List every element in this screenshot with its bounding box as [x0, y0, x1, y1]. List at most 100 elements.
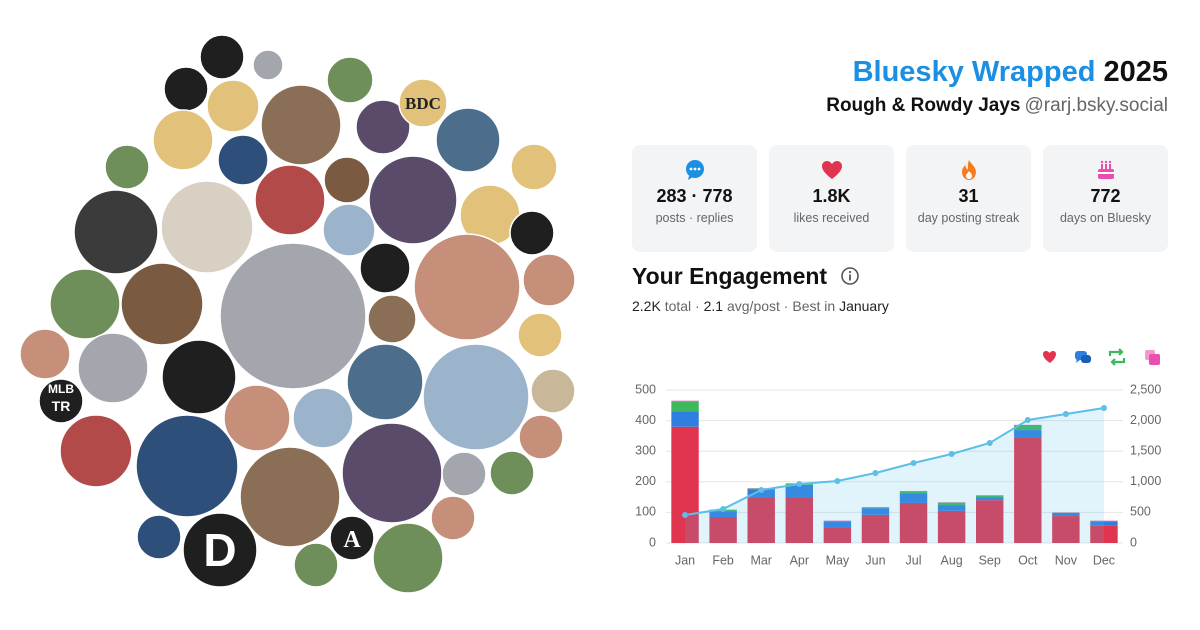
avatar-collage: BDC MLB TR D A [19, 34, 576, 594]
y-tick-label: 0 [649, 535, 656, 549]
bar-segment [747, 497, 775, 543]
summary-label: Best in [792, 298, 836, 314]
avatar[interactable] [517, 312, 563, 358]
summary-avg: 2.1 [703, 298, 724, 314]
avatar[interactable] [489, 450, 535, 496]
avatar[interactable] [341, 422, 443, 524]
bar-segment [975, 497, 1004, 501]
avatar[interactable] [359, 242, 411, 294]
line-point [1062, 410, 1069, 417]
avatar[interactable] [217, 134, 269, 186]
bar-segment [861, 508, 890, 515]
avatar[interactable] [292, 387, 354, 449]
x-tick-label: May [826, 553, 850, 567]
avatar[interactable] [223, 384, 291, 452]
bar-segment [975, 495, 1004, 498]
stat-label: day posting streak [917, 211, 1020, 225]
y-tick-label: 300 [635, 443, 656, 457]
avatar[interactable] [199, 34, 245, 80]
avatar[interactable] [182, 512, 258, 588]
cake-icon [1097, 160, 1114, 179]
info-icon[interactable] [840, 266, 860, 286]
legend-icons [1043, 348, 1160, 366]
avatar[interactable] [219, 242, 367, 390]
line-point [910, 460, 917, 467]
bar-segment [1014, 425, 1042, 431]
stat-value: 1.8K [812, 186, 851, 206]
line-point [796, 481, 803, 488]
avatar[interactable] [163, 66, 209, 112]
avatar-text: D [203, 524, 236, 576]
avatar[interactable] [206, 79, 260, 133]
account-handle: @rarj.bsky.social [1024, 95, 1168, 116]
avatar[interactable] [38, 378, 84, 424]
bar-segment [937, 510, 966, 543]
y2-tick-label: 1,500 [1130, 443, 1161, 457]
bar-segment [861, 514, 890, 543]
y-tick-label: 500 [635, 382, 656, 396]
avatar[interactable] [322, 203, 376, 257]
y2-tick-label: 0 [1130, 535, 1137, 549]
avatar[interactable] [367, 294, 417, 344]
avatar[interactable] [368, 155, 458, 245]
stat-card: 31 day posting streak [906, 145, 1031, 252]
x-tick-label: Jan [675, 553, 695, 567]
legend-reposts[interactable] [1108, 348, 1126, 366]
avatar[interactable] [530, 368, 576, 414]
y2-tick-label: 1,000 [1130, 474, 1161, 488]
bar-segment [823, 527, 852, 543]
avatar[interactable] [326, 56, 374, 104]
avatar[interactable] [355, 99, 411, 155]
avatar[interactable] [59, 414, 133, 488]
avatar[interactable] [323, 156, 371, 204]
avatar[interactable] [430, 495, 476, 541]
legend-quotes[interactable] [1145, 350, 1160, 365]
y2-tick-label: 2,500 [1130, 382, 1161, 396]
avatar[interactable] [135, 414, 239, 518]
avatar[interactable] [346, 343, 424, 421]
y2-tick-label: 2,000 [1130, 413, 1161, 427]
bar-segment [747, 489, 775, 498]
avatar[interactable] [49, 268, 121, 340]
avatar[interactable] [441, 451, 487, 497]
avatar[interactable] [422, 343, 530, 451]
bar-segment [671, 411, 699, 427]
avatar[interactable] [160, 180, 254, 274]
avatar[interactable] [252, 49, 284, 81]
avatar[interactable] [518, 414, 564, 460]
avatar[interactable] [239, 446, 341, 548]
avatar[interactable] [136, 514, 182, 560]
avatar[interactable] [329, 515, 375, 561]
avatar-text: BDC [405, 94, 441, 113]
bar-segment [861, 507, 890, 509]
summary-label: total [664, 298, 692, 314]
heart-icon [821, 161, 842, 179]
line-point [1100, 404, 1107, 411]
avatar[interactable] [161, 339, 237, 415]
x-tick-label: Mar [750, 553, 772, 567]
avatar[interactable] [435, 107, 501, 173]
avatar[interactable] [398, 78, 448, 128]
avatar[interactable] [77, 332, 149, 404]
avatar[interactable] [254, 164, 326, 236]
legend-replies[interactable] [1075, 351, 1091, 363]
avatar[interactable] [413, 233, 521, 341]
avatar[interactable] [522, 253, 576, 307]
avatar[interactable] [372, 522, 444, 594]
bar-segment [1052, 513, 1080, 517]
avatar[interactable] [260, 84, 342, 166]
avatar[interactable] [510, 143, 558, 191]
avatar[interactable] [293, 542, 339, 588]
avatar[interactable] [104, 144, 150, 190]
avatar[interactable] [152, 109, 214, 171]
bar-segment [823, 520, 852, 522]
avatar[interactable] [120, 262, 204, 346]
avatar[interactable] [509, 210, 555, 256]
x-tick-label: Aug [941, 553, 963, 567]
legend-likes[interactable] [1043, 351, 1056, 363]
bar-segment [823, 521, 852, 528]
avatar[interactable] [19, 328, 71, 380]
avatar[interactable] [73, 189, 159, 275]
bar-segment [975, 500, 1004, 543]
